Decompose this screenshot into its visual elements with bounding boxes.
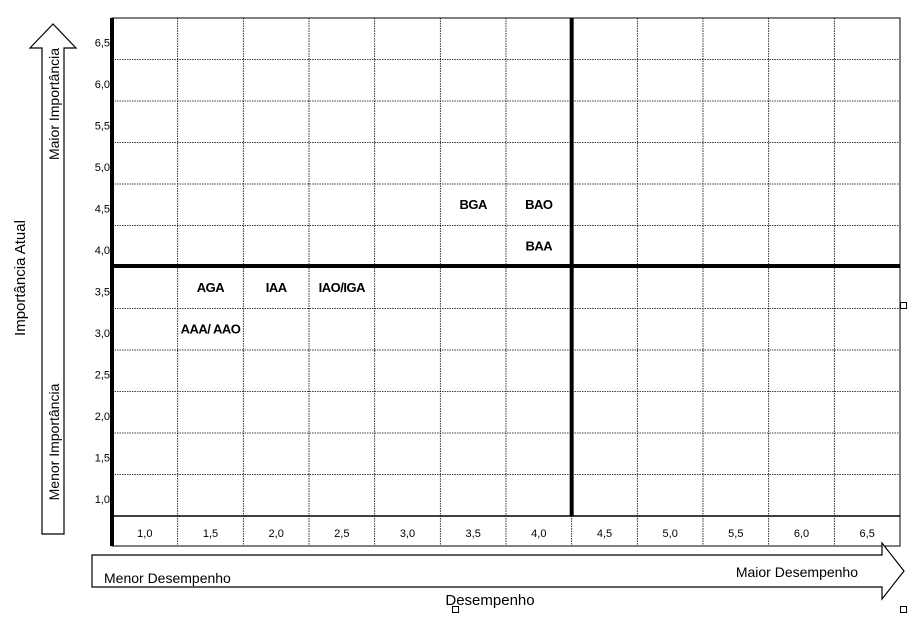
y-axis-title: Importância Atual — [12, 220, 29, 336]
x-tick-label: 1,5 — [203, 528, 218, 540]
y-tick-label: 5,5 — [95, 121, 110, 133]
y-arrow-low-label: Menor Importância — [46, 383, 62, 500]
x-axis-arrow — [91, 541, 905, 601]
x-tick-label: 3,0 — [400, 528, 415, 540]
data-point-label: BGA — [459, 197, 488, 212]
y-tick-label: 3,5 — [95, 287, 110, 299]
resize-handle-bottom[interactable] — [452, 606, 459, 613]
tick-layer: 1,0 1,5 2,0 2,5 3,0 3,5 4,0 4,5 5,0 5,5 6,0 6,5 1,0 1… — [95, 38, 875, 541]
data-point-label: BAA — [525, 238, 553, 253]
y-tick-label: 2,5 — [95, 370, 110, 382]
y-tick-label: 5,0 — [95, 162, 110, 174]
y-tick-label: 1,0 — [95, 494, 110, 506]
x-arrow-high-label: Maior Desempenho — [736, 564, 858, 580]
x-tick-label: 1,0 — [137, 528, 152, 540]
x-tick-label: 4,0 — [531, 528, 546, 540]
x-tick-label: 4,5 — [597, 528, 612, 540]
x-tick-label: 3,5 — [466, 528, 481, 540]
grid-layer — [110, 17, 901, 547]
x-axis-title: Desempenho — [445, 592, 534, 609]
data-point-label: IAA — [266, 280, 288, 295]
y-axis-arrow — [28, 23, 78, 535]
x-tick-label: 5,5 — [728, 528, 743, 540]
y-tick-label: 1,5 — [95, 453, 110, 465]
data-point-label: IAO/IGA — [319, 280, 366, 295]
y-tick-label: 4,5 — [95, 204, 110, 216]
data-point-label: AAA/ AAO — [181, 321, 241, 336]
y-tick-label: 6,5 — [95, 38, 110, 50]
x-tick-label: 2,0 — [269, 528, 284, 540]
y-tick-label: 3,0 — [95, 328, 110, 340]
x-tick-label: 2,5 — [334, 528, 349, 540]
y-arrow-high-label: Maior Importância — [46, 48, 62, 160]
x-tick-label: 6,5 — [860, 528, 875, 540]
data-point-label: AGA — [197, 280, 226, 295]
point-layer: BGA BAO BAA AGA IAA IAO/IGA AAA/ AAO — [181, 197, 554, 337]
x-arrow-low-label: Menor Desempenho — [104, 570, 231, 586]
x-tick-label: 5,0 — [663, 528, 678, 540]
x-tick-label: 6,0 — [794, 528, 809, 540]
y-tick-label: 2,0 — [95, 411, 110, 423]
data-point-label: BAO — [525, 197, 553, 212]
resize-handle-bottom-right[interactable] — [900, 606, 907, 613]
resize-handle-right[interactable] — [900, 302, 907, 309]
y-tick-label: 6,0 — [95, 79, 110, 91]
y-tick-label: 4,0 — [95, 245, 110, 257]
